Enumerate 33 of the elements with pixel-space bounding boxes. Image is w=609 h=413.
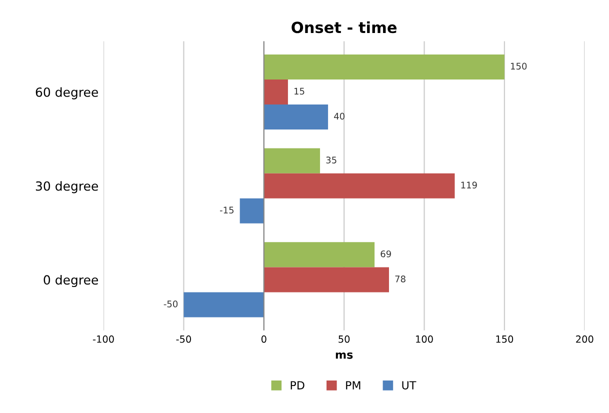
chart-title: Onset - time — [292, 21, 397, 34]
y-tick-label: 30 degree — [36, 181, 98, 194]
data-label: 119 — [461, 182, 477, 188]
data-label: 69 — [380, 250, 391, 258]
bar — [264, 79, 288, 104]
bar — [264, 104, 328, 130]
y-tick-label: 60 degree — [36, 87, 98, 100]
x-tick-label: 100 — [416, 335, 433, 343]
bar — [264, 267, 389, 292]
data-label: 78 — [395, 276, 406, 282]
bar — [264, 173, 455, 198]
bar — [264, 242, 375, 268]
data-label: 40 — [334, 112, 344, 120]
legend-label: UT — [402, 381, 416, 390]
data-label: 15 — [294, 88, 304, 95]
bar — [264, 54, 504, 80]
x-tick-label: 0 — [261, 335, 266, 343]
x-axis-title: ms — [336, 352, 353, 359]
data-label: -50 — [164, 300, 178, 308]
x-tick-label: 200 — [576, 335, 594, 343]
x-tick-label: 150 — [496, 335, 514, 343]
x-tick-label: 50 — [338, 335, 350, 343]
x-tick-label: -100 — [92, 335, 114, 343]
data-label: 35 — [326, 156, 336, 164]
bar — [264, 148, 320, 174]
bar — [184, 292, 264, 318]
x-tick-label: -50 — [176, 335, 192, 343]
legend-label: PM — [346, 381, 360, 390]
data-label: 150 — [511, 62, 527, 70]
data-label: -15 — [220, 206, 234, 214]
legend-label: PD — [290, 381, 304, 390]
bar — [240, 198, 264, 224]
y-tick-label: 0 degree — [44, 274, 98, 288]
